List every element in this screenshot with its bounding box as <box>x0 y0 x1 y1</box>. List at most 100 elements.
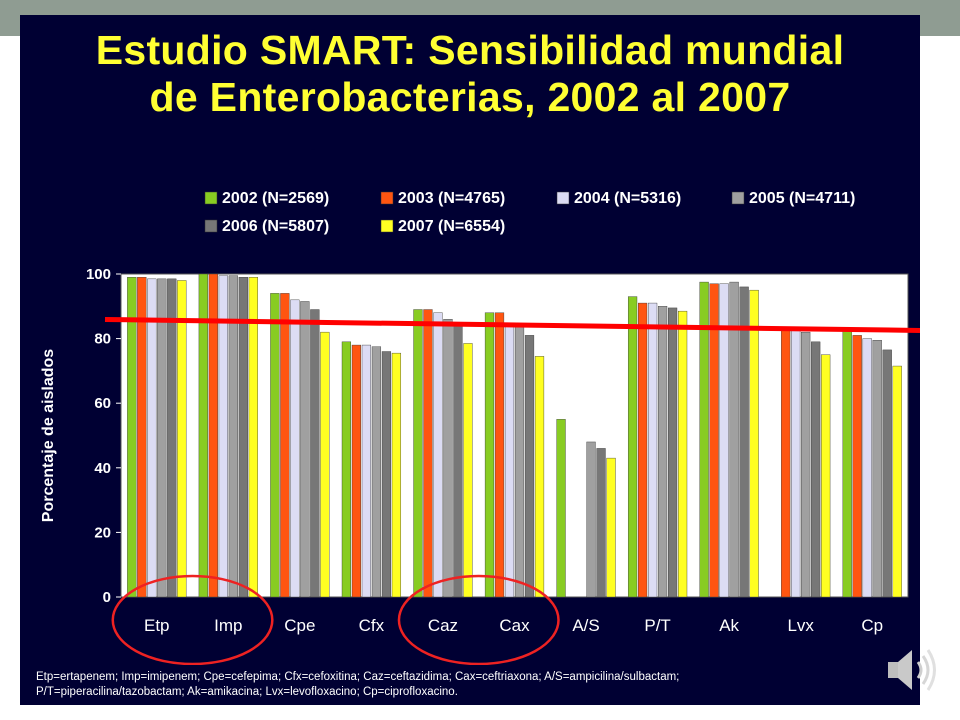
bar <box>127 277 137 598</box>
bar <box>198 273 208 598</box>
bar <box>371 346 382 598</box>
bar <box>238 277 248 598</box>
bar <box>556 419 566 598</box>
highlight-circle <box>111 574 274 665</box>
legend-label: 2007 (N=6554) <box>398 218 505 235</box>
bar <box>667 307 678 598</box>
bar <box>443 319 453 598</box>
bar <box>320 331 330 598</box>
bar <box>811 341 821 598</box>
bar <box>801 331 811 598</box>
bar <box>821 354 831 598</box>
legend-swatch <box>204 219 218 233</box>
legend-label: 2005 (N=4711) <box>749 190 855 207</box>
bar <box>709 283 719 598</box>
bar <box>280 293 290 598</box>
bar <box>484 312 495 598</box>
bar <box>361 344 372 598</box>
highlight-circle <box>397 574 560 665</box>
bar <box>433 312 443 598</box>
legend-label: 2003 (N=4765) <box>398 190 505 207</box>
bar <box>637 302 648 598</box>
bar <box>842 328 852 598</box>
bar <box>391 352 402 598</box>
bar <box>351 344 362 598</box>
reference-line <box>104 316 920 333</box>
bar <box>270 293 280 598</box>
bar <box>504 325 515 598</box>
bar <box>208 273 218 598</box>
bar <box>248 277 258 598</box>
bar <box>514 325 525 598</box>
bar <box>300 301 310 598</box>
title-line-1: Estudio SMART: Sensibilidad mundial <box>95 27 845 73</box>
bar <box>699 281 709 598</box>
legend-swatch <box>380 219 394 233</box>
bar <box>157 278 167 598</box>
bar <box>453 322 463 598</box>
y-tick-label: 20 <box>94 524 111 541</box>
bar <box>147 278 157 598</box>
bar <box>524 335 535 598</box>
footnote-line-2: P/T=piperacilina/tazobactam; Ak=amikacin… <box>36 686 458 698</box>
speaker-icon[interactable] <box>882 642 942 698</box>
y-tick-label: 40 <box>94 460 111 477</box>
x-tick-label: Etp <box>144 616 170 635</box>
bar <box>729 281 739 598</box>
bar <box>423 309 433 598</box>
bar <box>749 289 759 598</box>
x-tick-label: Cpe <box>284 616 315 635</box>
x-tick-label: Cp <box>861 616 883 635</box>
bar <box>381 351 392 598</box>
bar <box>463 343 473 598</box>
bar <box>341 341 352 598</box>
bar <box>872 340 882 598</box>
bar <box>290 299 300 598</box>
slide-title: Estudio SMART: Sensibilidad mundial de E… <box>20 27 920 121</box>
bar <box>177 280 187 598</box>
bar <box>494 312 505 598</box>
title-line-2: de Enterobacterias, 2002 al 2007 <box>149 74 791 120</box>
bar <box>677 310 688 598</box>
legend-swatch <box>380 191 394 205</box>
legend-swatch <box>204 191 218 205</box>
bar <box>882 349 892 598</box>
bar <box>228 275 238 598</box>
footnote-line-1: Etp=ertapenem; Imp=imipenem; Cpe=cefepim… <box>36 671 680 683</box>
x-tick-label: P/T <box>644 616 670 635</box>
legend-label: 2006 (N=5807) <box>222 218 329 235</box>
legend-label: 2002 (N=2569) <box>222 190 329 207</box>
bar <box>657 306 668 598</box>
bar <box>739 286 749 598</box>
y-tick-label: 60 <box>94 395 111 412</box>
x-tick-label: Imp <box>214 616 242 635</box>
x-tick-label: Ak <box>719 616 739 635</box>
bar <box>647 302 658 598</box>
bar <box>596 448 606 598</box>
bar-chart: 0 20 40 60 80 100 Porcentaje de aislados Etp Imp… <box>40 190 920 665</box>
x-tick-label: Cax <box>499 616 530 635</box>
slide: Estudio SMART: Sensibilidad mundial de E… <box>20 15 920 705</box>
bar <box>413 309 423 598</box>
abbreviations-footnote: Etp=ertapenem; Imp=imipenem; Cpe=cefepim… <box>36 670 916 700</box>
x-tick-label: Caz <box>428 616 458 635</box>
bar <box>534 356 545 598</box>
bar <box>137 277 147 598</box>
bar <box>791 328 801 598</box>
bar <box>719 283 729 598</box>
bar <box>586 441 596 598</box>
legend-swatch <box>731 191 745 205</box>
bar <box>218 275 228 598</box>
x-tick-label: Cfx <box>359 616 385 635</box>
bar <box>852 335 862 598</box>
bar <box>862 338 872 598</box>
bar <box>167 278 177 598</box>
y-tick-label: 80 <box>94 331 111 348</box>
bar <box>892 365 902 598</box>
legend-swatch <box>556 191 570 205</box>
x-tick-label: A/S <box>572 616 599 635</box>
legend-label: 2004 (N=5316) <box>574 190 681 207</box>
y-axis-label: Porcentaje de aislados <box>40 349 57 523</box>
bar <box>627 296 638 598</box>
bar <box>310 309 320 598</box>
